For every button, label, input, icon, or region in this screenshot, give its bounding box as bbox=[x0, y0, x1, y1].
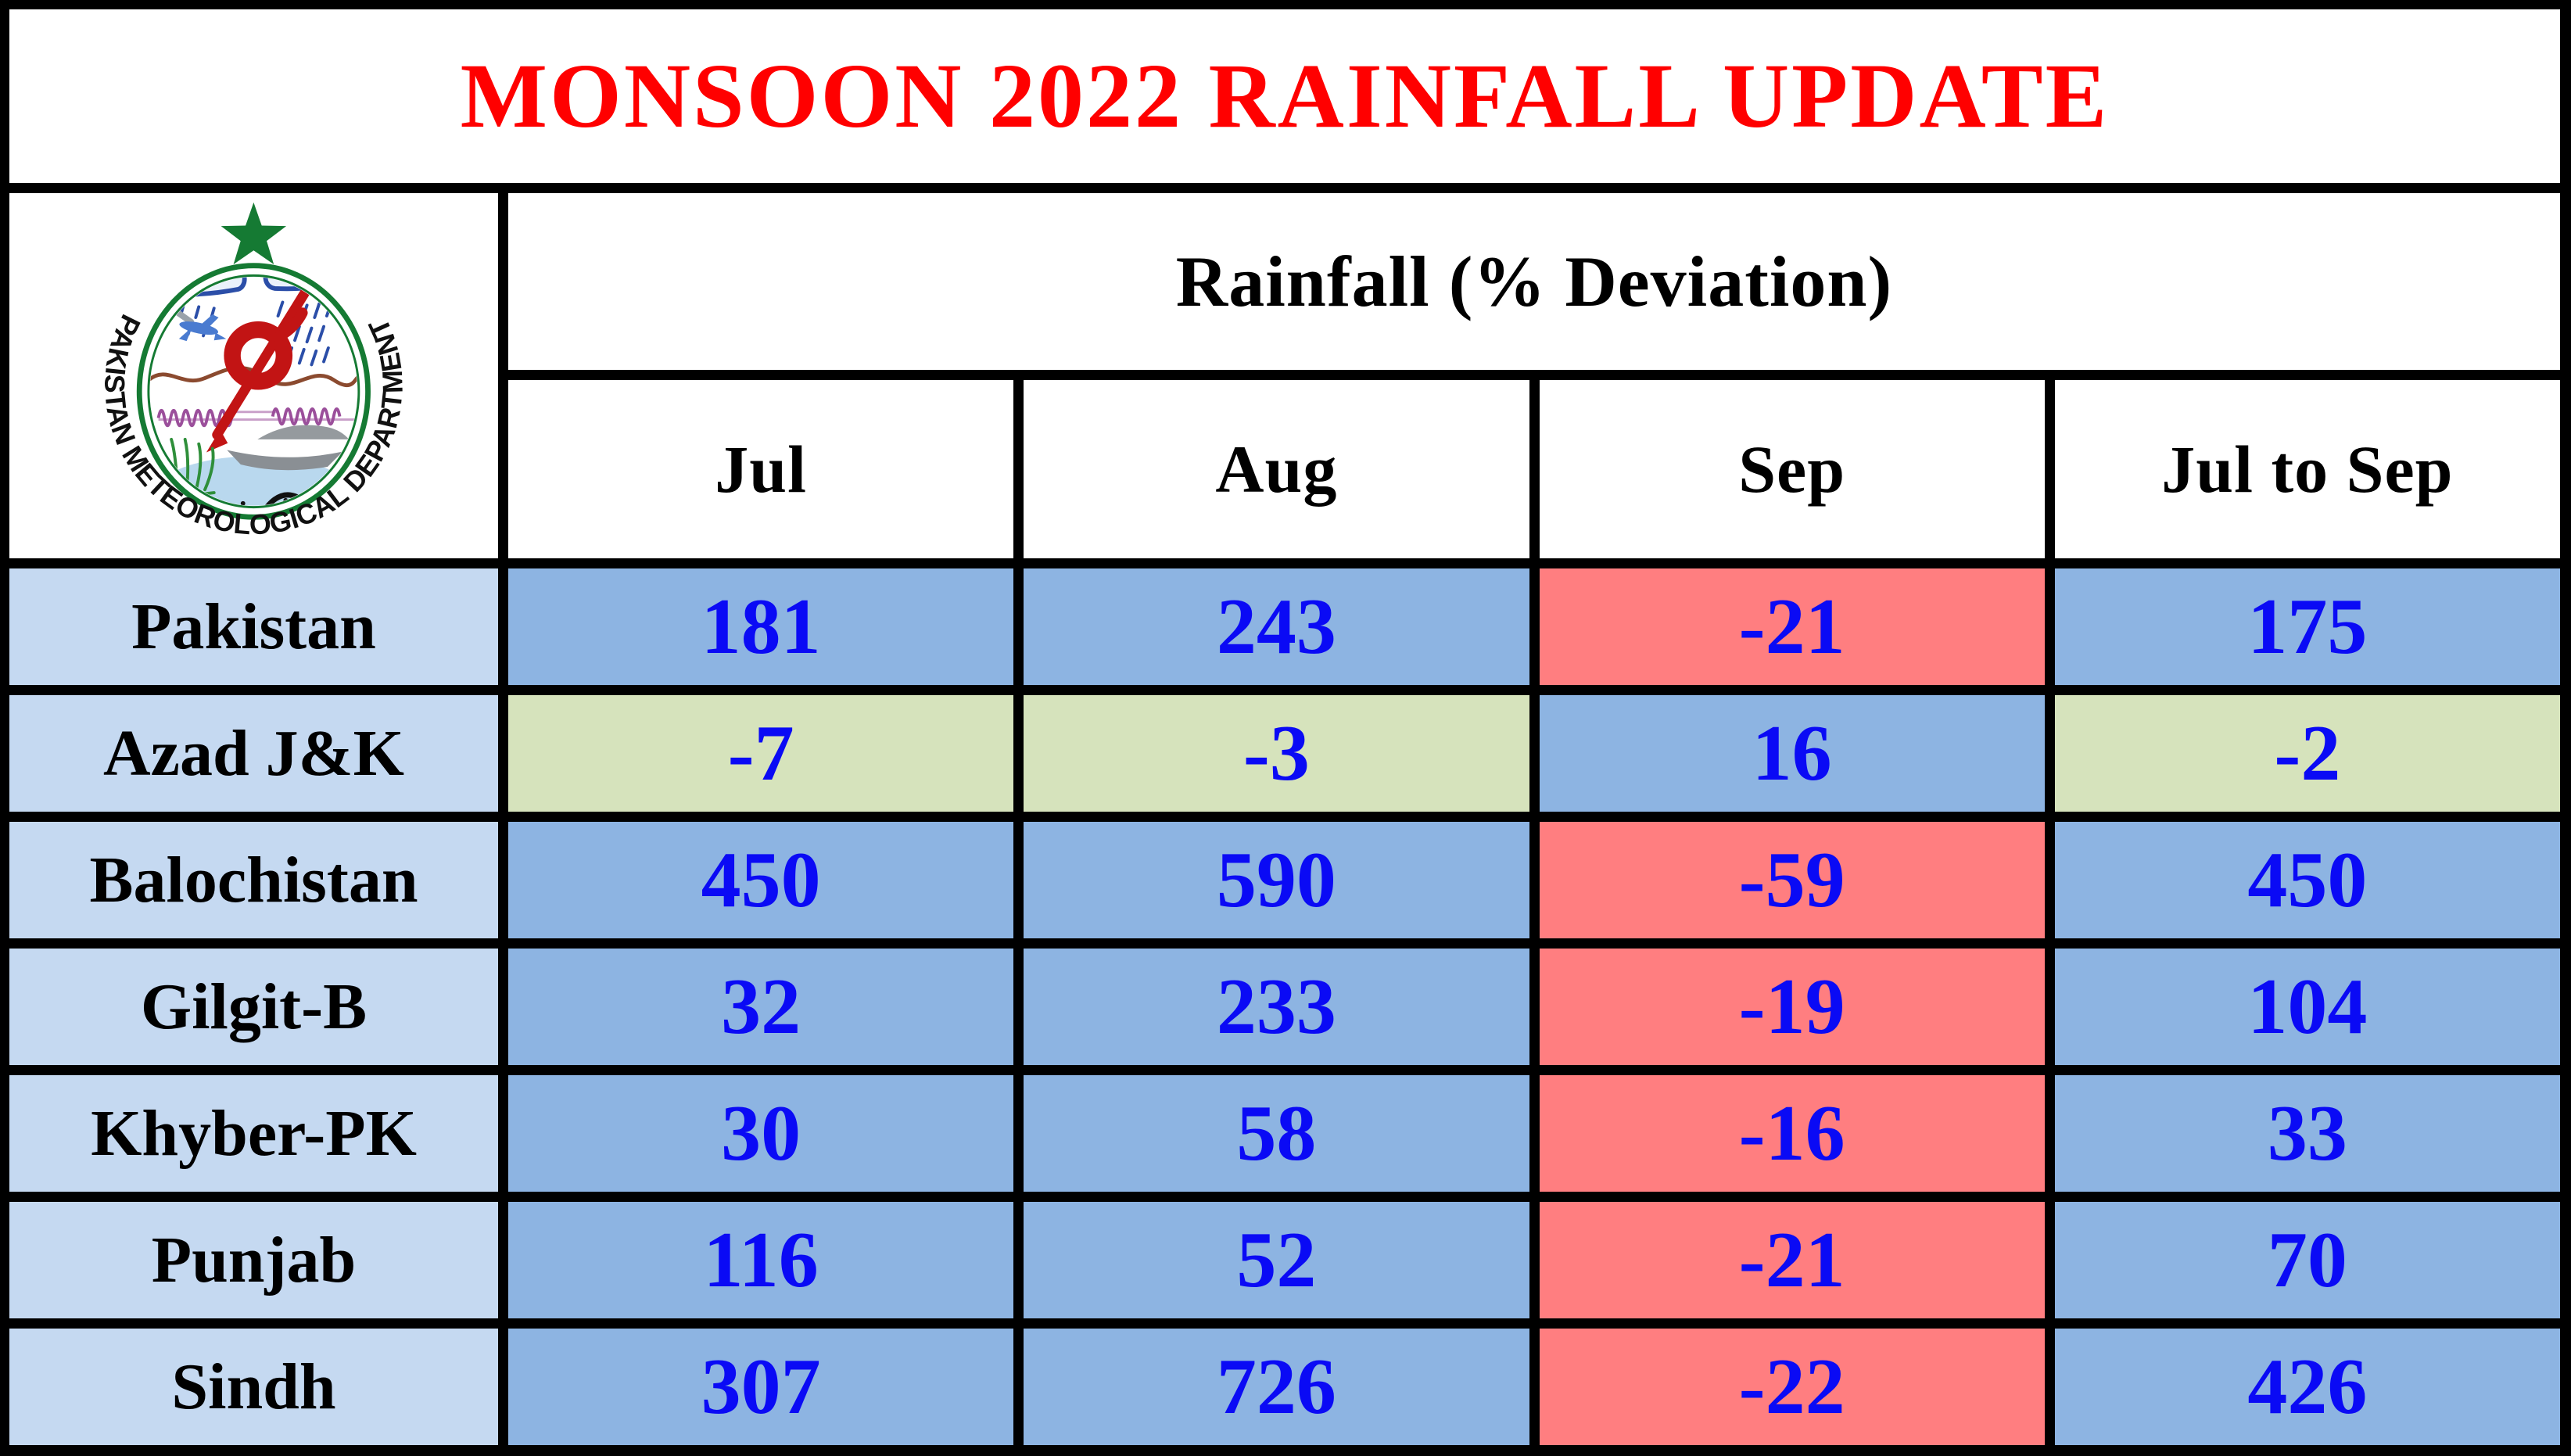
value-cell: 32 bbox=[508, 949, 1014, 1065]
column-header-jul-to-sep: Jul to Sep bbox=[2054, 380, 2560, 558]
star-icon bbox=[221, 202, 287, 264]
region-cell: Pakistan bbox=[9, 568, 498, 685]
value-cell: 16 bbox=[1539, 695, 2045, 812]
value-cell: 590 bbox=[1024, 822, 1529, 938]
region-cell: Sindh bbox=[9, 1329, 498, 1445]
value-cell: -21 bbox=[1539, 568, 2045, 685]
value-cell: 58 bbox=[1024, 1075, 1529, 1192]
region-cell: Balochistan bbox=[9, 822, 498, 938]
value-cell: 450 bbox=[508, 822, 1014, 938]
value-cell: 33 bbox=[2054, 1075, 2560, 1192]
value-cell: 233 bbox=[1024, 949, 1529, 1065]
region-cell: Punjab bbox=[9, 1202, 498, 1318]
value-cell: -59 bbox=[1539, 822, 2045, 938]
cyclone-tail-icon bbox=[272, 307, 308, 342]
value-cell: -2 bbox=[2054, 695, 2560, 812]
pmd-logo-cell: PAKISTAN METEOROLOGICAL DEPARTMENT bbox=[9, 193, 498, 558]
value-cell: 30 bbox=[508, 1075, 1014, 1192]
wave-squiggle-left-icon bbox=[156, 408, 234, 427]
water-icon bbox=[149, 455, 358, 506]
value-cell: 426 bbox=[2054, 1329, 2560, 1445]
lightning-bolt-icon bbox=[212, 276, 322, 439]
value-cell: -3 bbox=[1024, 695, 1529, 812]
value-cell: 243 bbox=[1024, 568, 1529, 685]
airplane-icon bbox=[178, 314, 227, 341]
bolt-tip-icon bbox=[206, 429, 228, 452]
wave-connector-icon bbox=[158, 410, 358, 421]
value-cell: 175 bbox=[2054, 568, 2560, 685]
value-cell: -21 bbox=[1539, 1202, 2045, 1318]
value-cell: 116 bbox=[508, 1202, 1014, 1318]
value-cell: -19 bbox=[1539, 949, 2045, 1065]
value-cell: 52 bbox=[1024, 1202, 1529, 1318]
ship-icon bbox=[227, 425, 350, 470]
value-cell: 726 bbox=[1024, 1329, 1529, 1445]
value-cell: 181 bbox=[508, 568, 1014, 685]
region-cell: Azad J&K bbox=[9, 695, 498, 812]
rainfall-deviation-header: Rainfall (% Deviation) bbox=[508, 193, 2560, 370]
value-cell: 450 bbox=[2054, 822, 2560, 938]
column-header-sep: Sep bbox=[1539, 380, 2045, 558]
value-cell: 70 bbox=[2054, 1202, 2560, 1318]
column-header-aug: Aug bbox=[1024, 380, 1529, 558]
value-cell: 307 bbox=[508, 1329, 1014, 1445]
page-title: MONSOON 2022 RAINFALL UPDATE bbox=[9, 9, 2560, 183]
value-cell: 104 bbox=[2054, 949, 2560, 1065]
cyclone-icon bbox=[224, 321, 293, 390]
region-cell: Khyber-PK bbox=[9, 1075, 498, 1192]
column-header-jul: Jul bbox=[508, 380, 1014, 558]
value-cell: -22 bbox=[1539, 1329, 2045, 1445]
value-cell: -16 bbox=[1539, 1075, 2045, 1192]
region-cell: Gilgit-B bbox=[9, 949, 498, 1065]
pmd-logo-icon: PAKISTAN METEOROLOGICAL DEPARTMENT bbox=[99, 202, 409, 540]
value-cell: -7 bbox=[508, 695, 1014, 812]
